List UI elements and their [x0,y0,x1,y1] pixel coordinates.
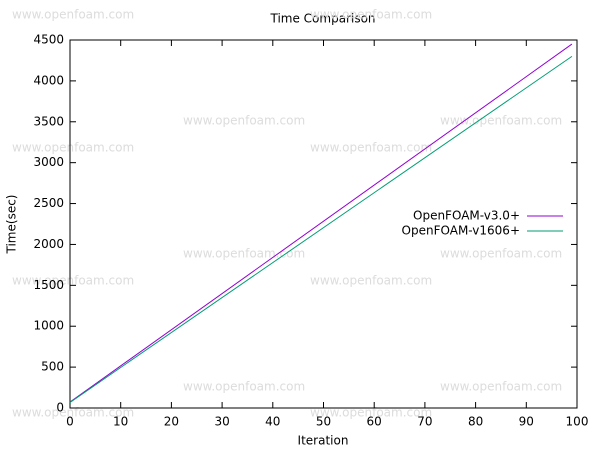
x-tick-label: 30 [214,415,229,429]
watermark: www.openfoam.com [440,247,562,261]
watermark: www.openfoam.com [12,274,134,288]
y-axis-label: Time(sec) [5,195,19,255]
x-axis-label: Iteration [298,434,349,448]
x-tick-label: 10 [113,415,128,429]
watermark: www.openfoam.com [310,141,432,155]
series-line [69,55,573,403]
watermark: www.openfoam.com [183,247,305,261]
y-tick-label: 0 [56,401,64,415]
y-tick-label: 4000 [33,73,64,87]
x-tick-label: 90 [519,415,534,429]
x-tick-label: 50 [316,415,331,429]
x-tick-label: 80 [468,415,483,429]
legend-label: OpenFOAM-v3.0+ [413,209,520,223]
x-tick-label: 0 [66,415,74,429]
watermark: www.openfoam.com [183,114,305,128]
x-tick-label: 100 [566,415,589,429]
y-tick-label: 1500 [33,278,64,292]
x-tick-label: 60 [367,415,382,429]
y-tick-label: 2000 [33,237,64,251]
watermark: www.openfoam.com [440,380,562,394]
chart-title: Time Comparison [269,12,375,26]
y-tick-label: 3500 [33,114,64,128]
watermark: www.openfoam.com [12,406,134,420]
y-tick-label: 1000 [33,319,64,333]
y-tick-label: 3000 [33,155,64,169]
y-tick-label: 2500 [33,196,64,210]
series-line [69,43,573,403]
x-tick-label: 40 [265,415,280,429]
watermark: www.openfoam.com [310,274,432,288]
watermark: www.openfoam.com [12,141,134,155]
watermark: www.openfoam.com [310,8,432,22]
watermark: www.openfoam.com [12,8,134,22]
y-tick-label: 500 [41,360,64,374]
x-tick-label: 70 [417,415,432,429]
watermark: www.openfoam.com [310,406,432,420]
y-tick-label: 4500 [33,33,64,47]
watermark: www.openfoam.com [183,380,305,394]
legend-label: OpenFOAM-v1606+ [402,224,520,238]
x-tick-label: 20 [164,415,179,429]
